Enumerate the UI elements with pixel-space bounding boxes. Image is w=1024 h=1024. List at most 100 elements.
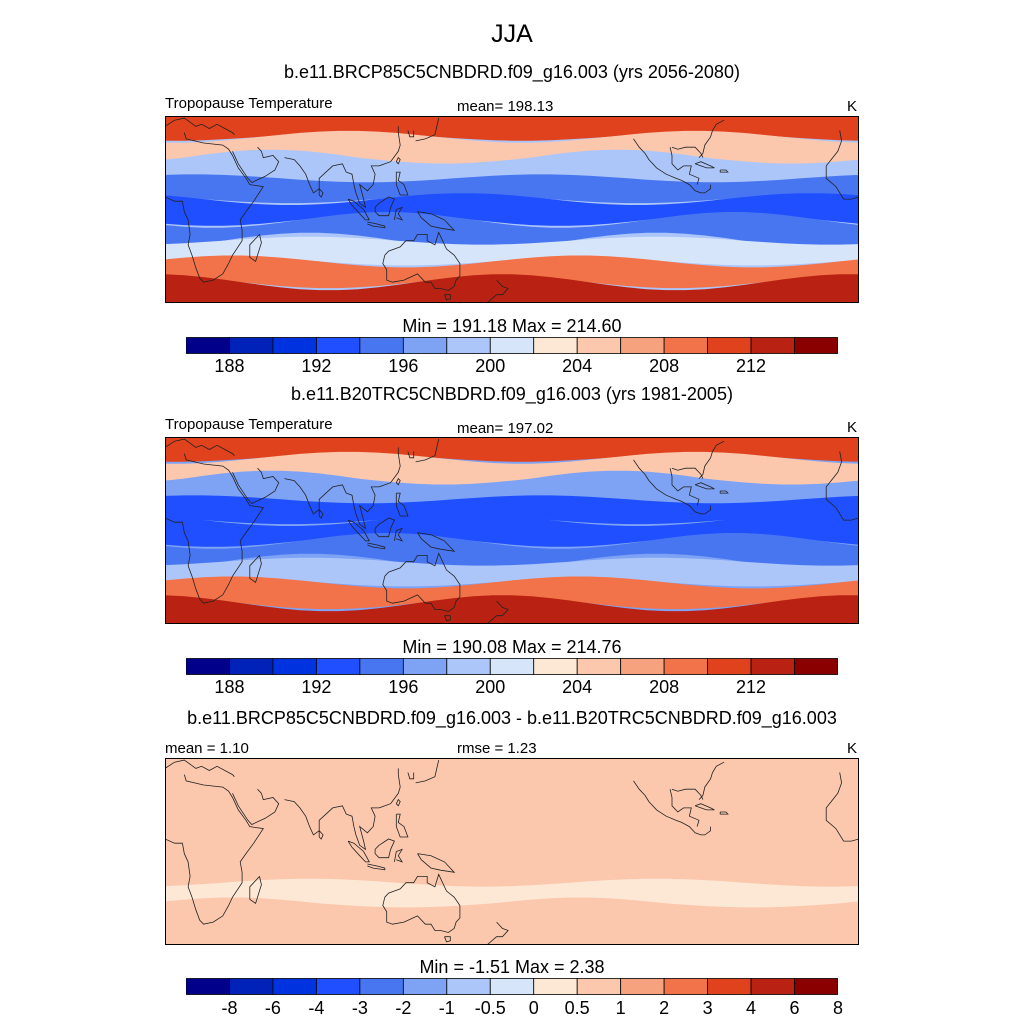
colorbar-tick-label: 196 (388, 677, 419, 697)
coastline (394, 206, 404, 221)
coastline (395, 156, 401, 165)
coastline (165, 117, 235, 135)
colorbar-swatch (533, 978, 578, 995)
coastline (165, 759, 235, 777)
colorbar-swatch (750, 337, 795, 354)
contour-band (165, 835, 859, 868)
colorbar-tick-label: 6 (789, 998, 800, 1018)
map-frame (165, 758, 859, 945)
coastline (249, 876, 262, 905)
colorbar-swatch (272, 658, 317, 675)
colorbar-tick-label: 1 (615, 998, 626, 1018)
coastline (395, 798, 401, 807)
colorbar-tick-label: 188 (214, 356, 245, 376)
map-frame (165, 437, 859, 624)
coastline (633, 780, 711, 836)
contour-band (165, 514, 859, 547)
colorbar-tick-label: 192 (301, 677, 332, 697)
colorbar-tick-label: 0 (528, 998, 539, 1018)
colorbar-tick-label: 4 (746, 998, 757, 1018)
contour-band (165, 437, 859, 462)
panel-3-map (165, 758, 859, 945)
coastline (698, 119, 725, 158)
colorbar-swatch (359, 337, 404, 354)
coastline (407, 772, 415, 780)
coastline (394, 527, 404, 542)
coastline (382, 873, 461, 933)
coastline (165, 132, 264, 283)
colorbar-swatch (489, 337, 535, 354)
colorbar-swatch (272, 337, 317, 354)
colorbar-tick-label: 192 (301, 356, 332, 376)
colorbar-swatch (707, 978, 752, 995)
colorbar-tick-label: 188 (214, 677, 245, 697)
colorbar-swatch (750, 978, 795, 995)
colorbar-swatch (707, 337, 752, 354)
colorbar-swatch (794, 658, 838, 675)
contour-band (165, 149, 859, 187)
colorbar-swatch (663, 337, 709, 354)
colorbar-swatch (315, 978, 361, 995)
panel-2-colorbar-ticks: 188 192 196 200 204 208 212 (0, 677, 1024, 699)
coastline (367, 542, 386, 550)
coastline (719, 811, 729, 815)
colorbar-swatch (359, 978, 404, 995)
contour-band (165, 116, 859, 141)
colorbar-swatch (186, 658, 230, 675)
coastline (395, 813, 409, 838)
colorbar-swatch (229, 337, 274, 354)
panel-2-mean-label: mean= 197.02 (457, 420, 554, 437)
contour-band (165, 470, 859, 508)
contour-band (165, 576, 859, 610)
coastline (347, 840, 370, 863)
coastline (284, 768, 401, 851)
colorbar-tick-label: 200 (475, 677, 506, 697)
colorbar-tick-label: -1 (438, 998, 455, 1018)
coastline (382, 552, 461, 612)
coastline (694, 161, 715, 169)
map-frame (165, 116, 859, 303)
coastline (249, 555, 262, 584)
coastline (318, 188, 324, 198)
coastline (415, 439, 440, 463)
panel-1-min-max: Min = 191.18 Max = 214.60 (402, 316, 622, 336)
coastline (694, 482, 715, 490)
colorbar-tick-label: 3 (702, 998, 713, 1018)
coastline (417, 532, 456, 552)
panel-1-units: K (847, 98, 858, 115)
colorbar-swatch (402, 978, 448, 995)
panel-1-mean-label: mean= 198.13 (457, 98, 554, 115)
colorbar-tick-label: -8 (221, 998, 238, 1018)
coastline (444, 936, 451, 943)
panel-3-units: K (847, 740, 858, 757)
colorbar-tick-label: 208 (649, 356, 680, 376)
colorbar-swatch (620, 978, 665, 995)
contour-band (165, 557, 859, 587)
colorbar-swatch (446, 978, 491, 995)
colorbar-swatch (794, 337, 838, 354)
coastline (671, 788, 704, 800)
colorbar-swatch (489, 658, 535, 675)
colorbar-tick-label: 0.5 (564, 998, 590, 1018)
colorbar-swatch (229, 978, 274, 995)
contour-band (165, 897, 859, 931)
coastline (407, 130, 415, 138)
panel-2-title: b.e11.B20TRC5CNBDRD.f09_g16.003 (yrs 198… (291, 384, 733, 404)
coastline (486, 600, 509, 624)
colorbar-tick-label: -3 (351, 998, 368, 1018)
contour-band (165, 595, 859, 624)
panel-3-colorbar-ticks: -8 -6 -4 -3 -2 -1 -0.5 0 0.5 1 2 3 4 6 8 (0, 998, 1024, 1020)
coastline (318, 509, 324, 519)
coastline (669, 147, 700, 185)
coastline (444, 294, 451, 301)
contour-band (165, 236, 859, 266)
colorbar-swatch (402, 337, 448, 354)
colorbar-swatch (663, 978, 709, 995)
coastline (382, 231, 461, 291)
contour-band (165, 495, 859, 525)
coastline (374, 838, 395, 859)
contour-band (165, 854, 859, 891)
panel-3-rmse-label: rmse = 1.23 (457, 740, 537, 757)
contour-band (165, 816, 859, 846)
colorbar-swatch (533, 658, 578, 675)
